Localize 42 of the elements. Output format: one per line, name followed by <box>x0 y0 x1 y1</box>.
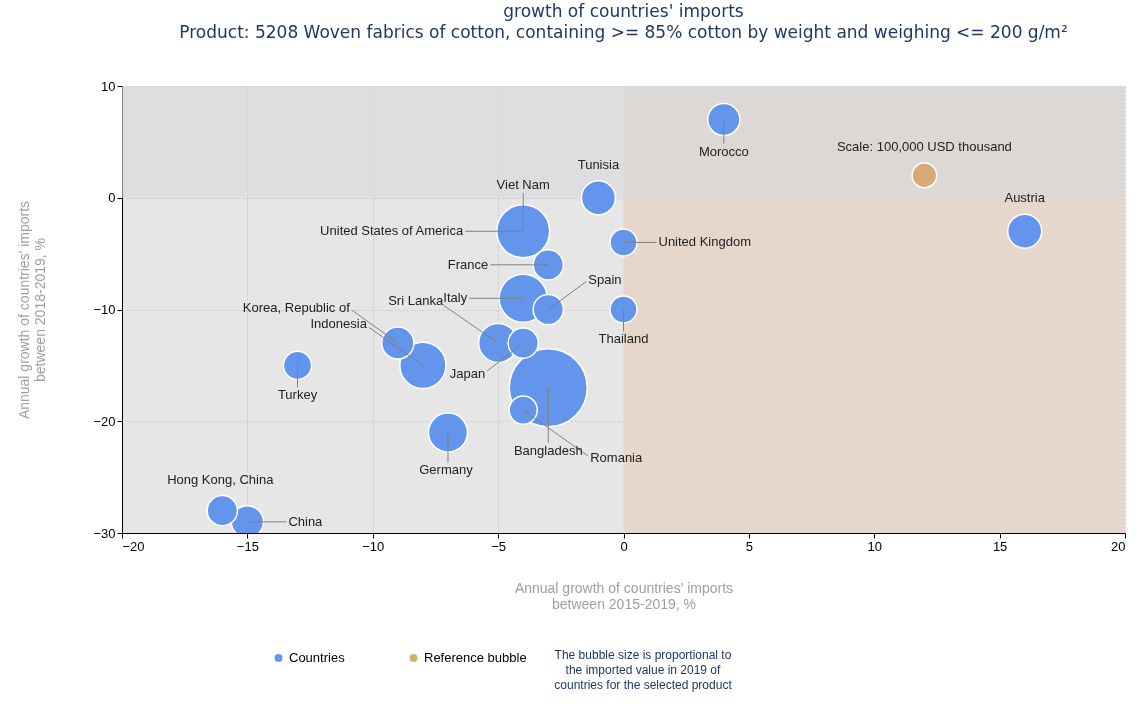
y-axis-title: Annual growth of countries' imports between 2018-2019, % <box>16 200 49 420</box>
x-tick-label: −10 <box>362 538 385 554</box>
annotation: Italy <box>443 290 468 306</box>
legend-label: Reference bubble <box>424 649 527 665</box>
x-tick-label: −15 <box>236 538 259 554</box>
x-tick-label: 15 <box>992 538 1008 554</box>
x-tick-label: 5 <box>745 538 753 554</box>
annotation: Viet Nam <box>496 177 550 193</box>
annotation: Japan <box>449 366 486 382</box>
annotation: United Kingdom <box>658 234 751 250</box>
chart-subtitle: Product: 5208 Woven fabrics of cotton, containing >= 85% cotton by weight and weighing <= 200 g/m² <box>179 22 1068 42</box>
y-tick-label: −20 <box>93 413 116 429</box>
annotation: Austria <box>1004 190 1046 206</box>
annotation: France <box>447 256 489 272</box>
annotation: Indonesia <box>310 316 368 332</box>
x-tick-label: 20 <box>1111 538 1126 554</box>
legend-label: Countries <box>289 649 346 665</box>
annotation: Hong Kong, China <box>167 471 275 487</box>
annotation: Bangladesh <box>513 442 583 458</box>
annotation: Thailand <box>598 330 649 346</box>
y-tick-label: 0 <box>108 190 116 206</box>
y-tick-label: −10 <box>93 302 116 317</box>
annotation: Turkey <box>277 387 318 403</box>
y-tick-label: −30 <box>93 525 116 541</box>
annotation: Korea, Republic of <box>242 300 351 316</box>
y-tick-label: 10 <box>101 78 116 94</box>
text: The bubble size is proportional to the imported value in 2019 of countries for the selected product <box>553 648 733 693</box>
annotation: United States of America <box>320 223 464 239</box>
x-tick-label: −5 <box>491 538 507 554</box>
x-axis-title: Annual growth of countries' imports between 2015-2019, % <box>514 579 734 612</box>
annotation: Sri Lanka <box>388 293 444 309</box>
annotation: Spain <box>588 271 622 287</box>
annotation: China <box>288 513 324 529</box>
annotation: Tunisia <box>577 156 620 172</box>
annotation: Romania <box>590 450 643 466</box>
x-tick-label: −20 <box>122 538 145 554</box>
annotation: Morocco <box>698 143 749 159</box>
x-tick-label: 10 <box>867 538 882 554</box>
annotation: Germany <box>419 462 474 478</box>
annotation: Scale: 100,000 USD thousand <box>836 139 1012 155</box>
x-tick-label: 0 <box>620 538 628 554</box>
chart-title: growth of countries' imports <box>503 1 744 21</box>
